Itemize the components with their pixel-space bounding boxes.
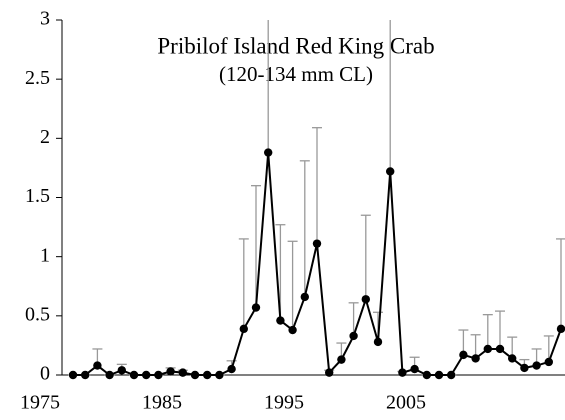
error-bar [299, 160, 310, 297]
point [142, 370, 151, 380]
y-tick-label: 0.5 [25, 303, 50, 325]
y-tick-label: 1.5 [25, 185, 50, 207]
error-bar [482, 313, 493, 349]
point [495, 344, 505, 354]
point [422, 370, 431, 380]
point [300, 292, 309, 302]
point [129, 370, 139, 380]
point [483, 344, 492, 354]
point [166, 367, 175, 376]
error-bar [275, 224, 286, 321]
point [459, 350, 468, 360]
y-tick-label: 2 [40, 126, 50, 148]
chart-title: Pribilof Island Red King Crab [157, 33, 434, 58]
point [312, 239, 322, 248]
point [203, 370, 212, 380]
x-tick-label: 1985 [142, 392, 182, 414]
point [337, 355, 346, 364]
y-tick-label: 3 [40, 8, 50, 30]
point [105, 370, 114, 380]
point [264, 148, 273, 157]
point [398, 368, 407, 377]
point [508, 354, 517, 363]
point [68, 370, 78, 380]
point [178, 368, 187, 377]
point [361, 295, 370, 304]
y-tick-label: 0 [40, 363, 50, 385]
y-tick-label: 1 [40, 244, 50, 266]
error-bar [287, 240, 298, 331]
error-bar [543, 335, 554, 362]
point [325, 368, 334, 377]
point [215, 370, 224, 380]
point [93, 361, 102, 370]
point [227, 364, 236, 374]
error-bar [389, 20, 391, 172]
plot-area [68, 20, 565, 380]
point [117, 366, 127, 375]
y-tick-label: 2.5 [25, 67, 50, 89]
point [373, 337, 383, 347]
point [434, 370, 444, 380]
point [190, 370, 200, 380]
point [154, 370, 163, 380]
point [288, 325, 297, 335]
error-bar [360, 214, 371, 300]
error-bar [251, 185, 261, 308]
error-bar [348, 302, 359, 336]
point [471, 354, 480, 363]
point [251, 303, 261, 312]
x-tick-label: 1975 [20, 392, 60, 414]
point [410, 364, 419, 374]
point [386, 167, 395, 176]
point [349, 331, 358, 341]
error-bar [238, 238, 249, 329]
point [532, 361, 541, 370]
point [276, 316, 285, 325]
error-bar [495, 310, 505, 349]
point [556, 324, 565, 334]
x-tick-label: 2005 [386, 392, 426, 414]
point [239, 324, 248, 334]
point [81, 370, 90, 380]
chart-subtitle: (120-134 mm CL) [219, 62, 373, 86]
error-bar [556, 238, 565, 329]
point [447, 370, 456, 380]
point [544, 357, 553, 367]
error-bar [267, 20, 269, 153]
point [520, 363, 529, 373]
error-bar [312, 127, 322, 244]
x-tick-label: 1995 [264, 392, 304, 414]
